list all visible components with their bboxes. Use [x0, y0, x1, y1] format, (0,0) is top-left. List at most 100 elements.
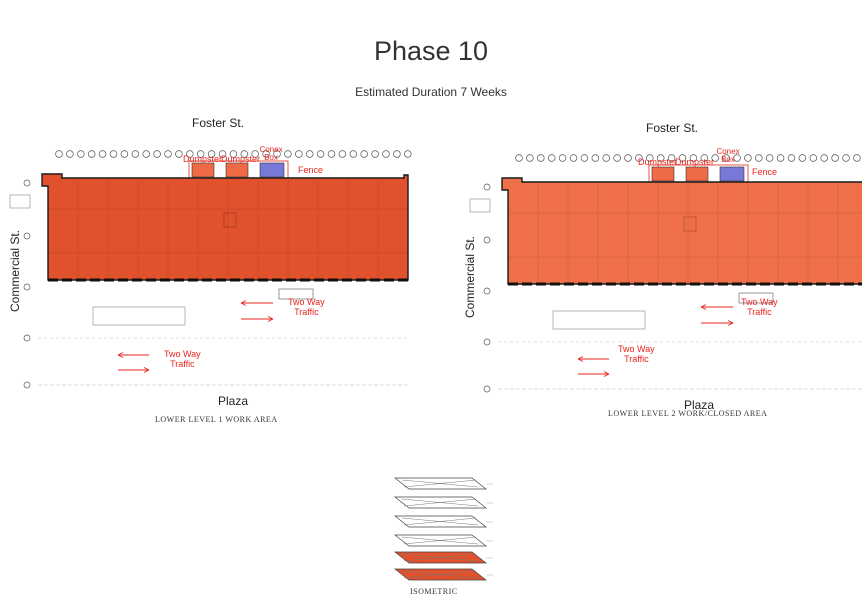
grid-bubble [316, 150, 325, 158]
street-label-plaza-right: Plaza [684, 398, 715, 412]
row-bubble [483, 385, 491, 393]
note-box [9, 194, 31, 209]
traffic-arrow-right [267, 316, 274, 322]
grid-bubble [667, 154, 676, 162]
isometric-ramp [403, 498, 477, 507]
grid-bubble [305, 150, 314, 158]
traffic-arrow-right [143, 367, 150, 373]
grid-bubble [580, 154, 589, 162]
note-box [552, 310, 646, 330]
grid-bubble [327, 150, 336, 158]
grid-bubble [733, 154, 741, 162]
grid-bubble [744, 154, 752, 162]
grid-bubble [371, 150, 379, 158]
row-bubble [23, 232, 31, 240]
grid-bubble [251, 150, 259, 158]
isometric-ramp [403, 570, 477, 579]
plan-caption-right: LOWER LEVEL 2 WORK/CLOSED AREA [608, 409, 768, 418]
street-label-foster-left: Foster St. [192, 116, 245, 130]
grid-bubble [164, 150, 172, 158]
grid-bubble [689, 154, 698, 162]
grid-bubble [558, 154, 567, 162]
grid-bubble [765, 154, 774, 162]
grid-bubble [273, 150, 281, 158]
traffic-arrow-left [700, 304, 707, 310]
grid-bubble [831, 154, 839, 162]
conex-box-label-left: Conex Box [259, 145, 283, 162]
grid-bubble [755, 154, 763, 162]
grid-bubble [711, 154, 719, 162]
isometric-ramp [403, 553, 477, 562]
grid-bubble [547, 154, 556, 162]
traffic-arrow-right [603, 371, 610, 377]
floor-plan-right [469, 154, 862, 393]
grid-bubble [515, 154, 523, 162]
building-work-area [41, 173, 409, 281]
traffic-label-right-upper: Two Way Traffic [741, 297, 778, 317]
grid-bubble [87, 150, 96, 158]
conex-box [719, 166, 745, 182]
grid-bubble [842, 154, 850, 162]
grid-bubble [382, 150, 390, 158]
row-bubble [23, 179, 31, 187]
dumpster-label-left-2: Dumpster [221, 154, 261, 164]
isometric-ramp [403, 536, 477, 545]
row-bubble [23, 381, 31, 389]
grid-bubble [809, 154, 818, 162]
grid-bubble [175, 150, 183, 158]
note-box [278, 288, 314, 300]
grid-bubble [569, 154, 578, 162]
grid-bubble [722, 154, 730, 162]
row-bubble [483, 183, 491, 191]
grid-bubble [776, 154, 785, 162]
grid-bubble [602, 154, 610, 162]
street-label-foster-right: Foster St. [646, 121, 699, 135]
row-bubble [483, 338, 491, 346]
isometric-caption: ISOMETRIC [410, 587, 458, 596]
note-box [92, 306, 186, 326]
street-label-commercial-right: Commercial St. [463, 235, 477, 318]
conex-box-label-right: Conex Box [716, 147, 740, 164]
traffic-arrow-left [240, 300, 247, 306]
grid-bubble [404, 150, 412, 158]
grid-bubble [142, 150, 150, 158]
grid-bubble [98, 150, 107, 158]
row-bubble [23, 334, 31, 342]
traffic-label-left-lower: Two Way Traffic [164, 349, 201, 369]
grid-bubble [591, 154, 600, 162]
building-work-area [501, 177, 862, 285]
stair-core [223, 212, 237, 228]
floor-plan-left [9, 150, 412, 389]
row-bubble [483, 236, 491, 244]
note-box [738, 292, 774, 304]
plan-caption-left: LOWER LEVEL 1 WORK AREA [155, 415, 278, 424]
grid-bubble [613, 154, 621, 162]
note-box [469, 198, 491, 213]
grid-bubble [393, 150, 401, 158]
grid-bubble [635, 154, 643, 162]
dumpster-box [191, 162, 215, 178]
traffic-arrow-left [117, 352, 124, 358]
grid-bubble [207, 150, 216, 158]
grid-bubble [229, 150, 238, 158]
grid-bubble [196, 150, 205, 158]
grid-bubble [338, 150, 347, 158]
grid-bubble [240, 150, 249, 158]
dumpster-box [651, 166, 675, 182]
grid-bubble [186, 150, 194, 158]
dumpster-label-left-1: Dumpster [183, 154, 223, 164]
grid-bubble [646, 154, 654, 162]
grid-bubble [537, 154, 545, 162]
grid-bubble [700, 154, 709, 162]
isometric-stack [393, 477, 493, 581]
dumpster-box [685, 166, 709, 182]
grid-bubble [798, 154, 807, 162]
fence-label-left: Fence [298, 165, 324, 175]
grid-bubble [218, 150, 227, 158]
grid-bubble [109, 150, 118, 158]
grid-bubble [360, 150, 368, 158]
row-bubble [23, 283, 31, 291]
street-label-commercial-left: Commercial St. [8, 229, 22, 312]
grid-bubble [787, 154, 796, 162]
